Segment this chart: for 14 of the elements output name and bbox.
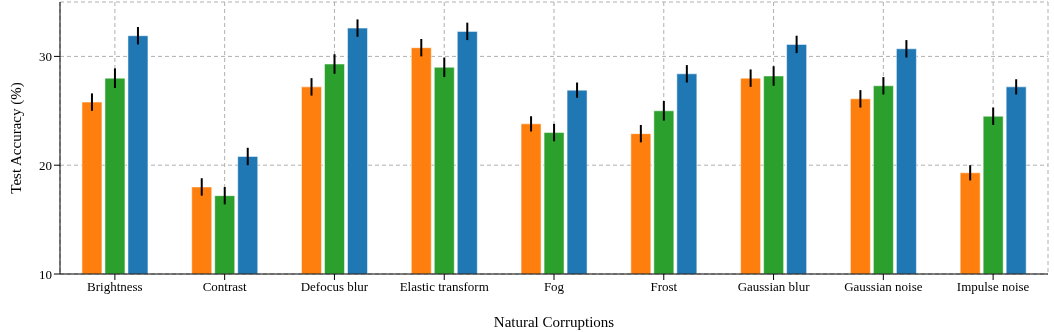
x-tick-label: Elastic transform <box>399 279 489 295</box>
y-axis-title: Test Accuracy (%) <box>8 82 26 194</box>
x-axis-title: Natural Corruptions <box>493 313 615 330</box>
x-tick-label: Fog <box>543 279 565 295</box>
x-tick-label: Gaussian blur <box>737 279 811 295</box>
y-tick-label: 10 <box>39 266 52 282</box>
x-tick-label: Contrast <box>202 279 248 295</box>
x-tick-label: Defocus blur <box>300 279 369 295</box>
x-tick-label: Brightness <box>87 279 143 295</box>
x-tick-label: Impulse noise <box>956 279 1030 295</box>
y-tick-label: 30 <box>39 49 52 65</box>
y-tick-label: 20 <box>39 157 52 173</box>
x-tick-label: Frost <box>650 279 678 295</box>
x-tick-label: Gaussian noise <box>844 279 923 295</box>
